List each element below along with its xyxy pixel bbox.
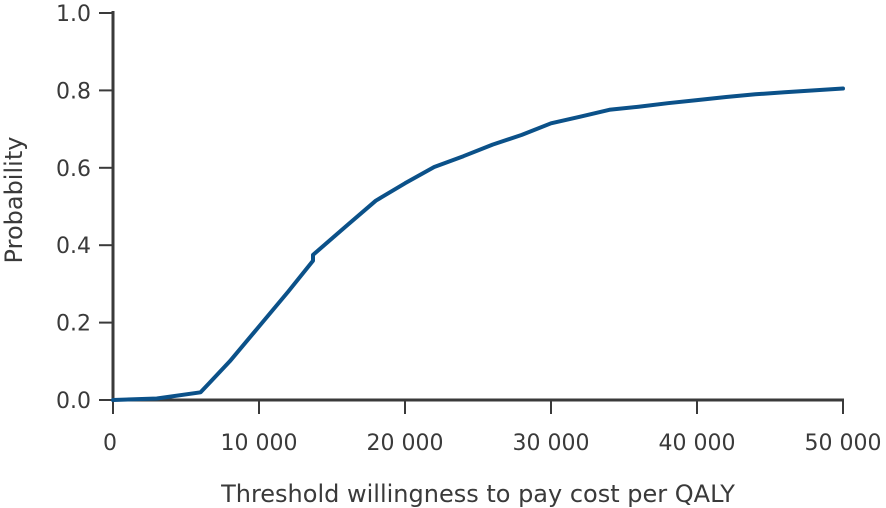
y-axis-ticks: 0.0 0.2 0.4 0.6 0.8 1.0: [56, 2, 113, 414]
y-tick-label: 0.6: [56, 157, 91, 182]
x-tick-label: 30 000: [513, 431, 590, 456]
series-line: [111, 86, 845, 402]
x-tick-label: 10 000: [221, 431, 298, 456]
x-tick-label: 20 000: [367, 431, 444, 456]
y-axis-label: Probability: [0, 137, 28, 264]
x-axis-label: Threshold willingness to pay cost per QA…: [220, 480, 735, 508]
y-tick-label: 0.8: [56, 79, 91, 104]
series-layer: [111, 86, 845, 402]
x-axis-ticks: 0 10 000 20 000 30 000 40 000 50 000: [103, 400, 881, 456]
y-tick-label: 0.0: [56, 389, 91, 414]
x-tick-label: 50 000: [805, 431, 882, 456]
y-tick-label: 1.0: [56, 2, 91, 27]
x-tick-label: 40 000: [659, 431, 736, 456]
y-tick-label: 0.2: [56, 312, 91, 337]
x-tick-label: 0: [103, 431, 117, 456]
y-tick-label: 0.4: [56, 234, 91, 259]
